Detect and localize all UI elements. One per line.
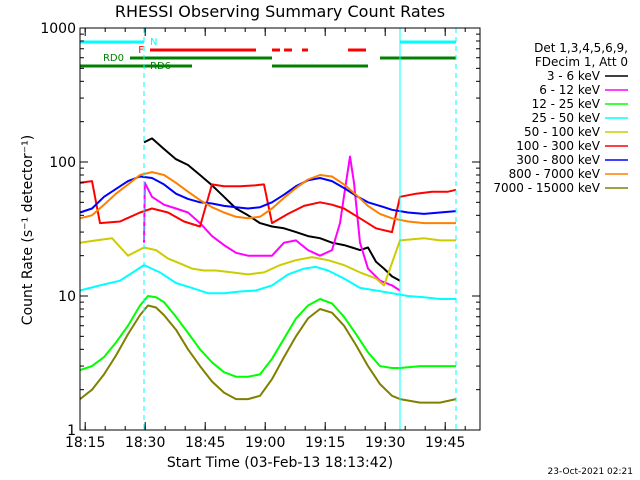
x-tick-label: 18:15 <box>65 435 105 451</box>
legend-label-100-300-kev: 100 - 300 keV <box>516 139 600 153</box>
y-tick-label: 1000 <box>40 21 76 37</box>
legend-header-line-1: Det 1,3,4,5,6,9, <box>534 41 628 55</box>
legend-label-7000-15000-kev: 7000 - 15000 keV <box>493 181 600 195</box>
x-tick-label: 19:45 <box>425 435 465 451</box>
x-tick-label: 19:00 <box>245 435 285 451</box>
series-line-300-800-kev <box>79 175 457 215</box>
series-line-12-25-kev <box>79 295 456 378</box>
event-bar-label-f: F <box>138 45 144 56</box>
plot-frame <box>79 27 481 431</box>
series-line-25-50-kev <box>79 264 456 300</box>
series-line-7000-15000-kev <box>79 304 457 404</box>
event-bars: NF RD0 RD6 <box>80 37 456 72</box>
legend: Det 1,3,4,5,6,9, FDecim 1, Att 0 3 - 6 k… <box>493 41 628 195</box>
series-line-50-100-kev <box>79 237 456 287</box>
y-tick-label: 100 <box>49 155 76 171</box>
axes: 18:15 18:30 18:45 19:00 19:15 19:30 19:45 1 10 10… <box>40 21 480 451</box>
event-bar-label-rd6: RD6 <box>150 61 171 72</box>
x-tick-label: 19:15 <box>305 435 345 451</box>
legend-header-line-2: FDecim 1, Att 0 <box>535 55 628 69</box>
event-bar-label-rd0: RD0 <box>103 53 124 64</box>
y-axis-label: Count Rate (s⁻¹ detector⁻¹) <box>20 135 36 325</box>
legend-label-3-6-kev: 3 - 6 keV <box>547 69 601 83</box>
legend-label-300-800-kev: 300 - 800 keV <box>516 153 600 167</box>
event-bar-label-n: N <box>150 37 157 48</box>
footer-timestamp: 23-Oct-2021 02:21 <box>548 467 633 477</box>
series-line-800-7000-kev <box>79 171 456 225</box>
chart-title: RHESSI Observing Summary Count Rates <box>115 2 445 21</box>
legend-label-12-25-kev: 12 - 25 keV <box>532 97 601 111</box>
x-tick-label: 18:30 <box>125 435 165 451</box>
series-line-6-12-kev <box>143 155 401 292</box>
legend-label-50-100-kev: 50 - 100 keV <box>524 125 601 139</box>
x-tick-label: 19:30 <box>365 435 405 451</box>
y-tick-label: 10 <box>58 289 76 305</box>
y-tick-label: 1 <box>67 423 76 439</box>
series-layer <box>79 137 457 404</box>
series-line-3-6-kev <box>143 137 401 282</box>
legend-label-6-12-kev: 6 - 12 keV <box>539 83 601 97</box>
legend-label-25-50-kev: 25 - 50 keV <box>532 111 601 125</box>
x-tick-label: 18:45 <box>185 435 225 451</box>
x-axis-label: Start Time (03-Feb-13 18:13:42) <box>167 455 393 471</box>
legend-label-800-7000-kev: 800 - 7000 keV <box>509 167 601 181</box>
